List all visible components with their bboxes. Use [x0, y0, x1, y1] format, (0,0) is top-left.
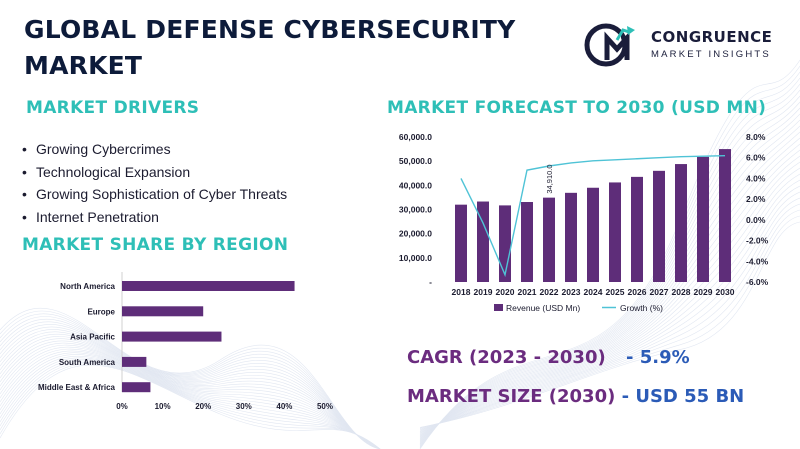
revenue-bar	[697, 156, 709, 282]
company-logo: CONGRUENCE MARKET INSIGHTS	[583, 22, 783, 68]
x-tick-label: 2021	[518, 287, 537, 297]
left-tick-label: 40,000.0	[399, 180, 432, 190]
revenue-bar	[455, 204, 467, 282]
left-tick-label: 50,000.0	[399, 156, 432, 166]
tick-label: 40%	[276, 402, 292, 411]
x-tick-label: 2028	[672, 287, 691, 297]
right-tick-label: 6.0%	[746, 153, 766, 163]
revenue-bar	[653, 170, 665, 282]
driver-item: • Growing Sophistication of Cyber Threats	[22, 186, 288, 202]
x-tick-label: 2024	[584, 287, 603, 297]
right-tick-label: 2.0%	[746, 194, 766, 204]
x-tick-label: 2025	[606, 287, 625, 297]
tick-label: 0%	[116, 402, 128, 411]
bar	[122, 331, 222, 342]
bar	[122, 306, 204, 317]
x-tick-label: 2023	[562, 287, 581, 297]
x-tick-label: 2026	[628, 287, 647, 297]
driver-item: • Technological Expansion	[22, 163, 191, 180]
category-label: North America	[60, 282, 115, 291]
revenue-bar	[675, 164, 687, 282]
category-label: Asia Pacific	[70, 333, 115, 342]
data-label: 34,910.0	[545, 164, 554, 193]
category-label: Middle East & Africa	[38, 383, 116, 392]
market-size-label: MARKET SIZE (2030)	[407, 386, 616, 407]
x-tick-label: 2029	[694, 287, 713, 297]
left-tick-label: -	[429, 277, 432, 287]
cagr-value: - 5.9%	[625, 347, 690, 368]
driver-item: • Growing Cybercrimes	[22, 141, 171, 157]
cagr-label: CAGR (2023 - 2030)	[407, 347, 606, 368]
right-tick-label: -6.0%	[746, 277, 769, 287]
region-share-chart: North America Europe Asia Pacific South Ame…	[38, 272, 333, 411]
category-label: Europe	[87, 307, 115, 316]
revenue-bar	[499, 205, 511, 282]
x-tick-label: 2030	[716, 287, 735, 297]
driver-item: • Internet Penetration	[22, 208, 159, 225]
legend-label-revenue: Revenue (USD Mn)	[506, 303, 580, 313]
logo-tagline: MARKET INSIGHTS	[651, 49, 771, 60]
x-tick-label: 2020	[496, 287, 515, 297]
revenue-bar	[477, 201, 489, 282]
drivers-list: • Growing Cybercrimes • Technological Expa…	[22, 138, 287, 228]
x-tick-label: 2019	[474, 287, 493, 297]
right-tick-label: -2.0%	[746, 236, 769, 246]
logo-mark-icon	[584, 23, 635, 67]
x-tick-label: 2027	[650, 287, 669, 297]
logo-name: CONGRUENCE	[651, 28, 773, 46]
forecast-chart: - 10,000.0 20,000.0 30,000.0 40,000.0 50,000.…	[399, 132, 769, 313]
left-tick-label: 20,000.0	[399, 229, 432, 239]
bar	[122, 382, 151, 393]
drivers-heading: MARKET DRIVERS	[26, 98, 200, 118]
tick-label: 10%	[155, 402, 171, 411]
revenue-bar	[609, 182, 621, 282]
revenue-bar	[543, 197, 555, 282]
x-tick-label: 2022	[540, 287, 559, 297]
x-tick-label: 2018	[452, 287, 471, 297]
tick-label: 50%	[317, 402, 333, 411]
forecast-heading: MARKET FORECAST TO 2030 (USD MN)	[387, 98, 767, 118]
page-title: GLOBAL DEFENSE CYBERSECURITY MARKET	[24, 15, 516, 80]
cagr-stat: CAGR (2023 - 2030) - 5.9%	[407, 347, 690, 368]
right-tick-label: -4.0%	[746, 256, 769, 266]
left-tick-label: 60,000.0	[399, 132, 432, 142]
revenue-bar	[719, 149, 731, 282]
revenue-bar	[587, 187, 599, 282]
tick-label: 20%	[195, 402, 211, 411]
left-tick-label: 30,000.0	[399, 205, 432, 215]
revenue-bar	[565, 192, 577, 282]
right-tick-label: 4.0%	[746, 173, 766, 183]
legend-swatch-revenue	[494, 304, 503, 311]
tick-label: 30%	[236, 402, 252, 411]
bar	[122, 356, 147, 367]
market-size-value: - USD 55 BN	[621, 386, 745, 407]
revenue-bar	[631, 176, 643, 282]
growth-line	[460, 154, 726, 278]
right-tick-label: 0.0%	[746, 215, 766, 225]
category-label: South America	[59, 358, 116, 367]
legend-label-growth: Growth (%)	[620, 303, 663, 313]
right-tick-label: 8.0%	[746, 132, 766, 142]
revenue-bar	[521, 202, 533, 282]
bar	[122, 281, 295, 291]
share-heading: MARKET SHARE BY REGION	[22, 235, 289, 255]
left-tick-label: 10,000.0	[399, 253, 432, 263]
market-size-stat: MARKET SIZE (2030) - USD 55 BN	[407, 386, 744, 407]
